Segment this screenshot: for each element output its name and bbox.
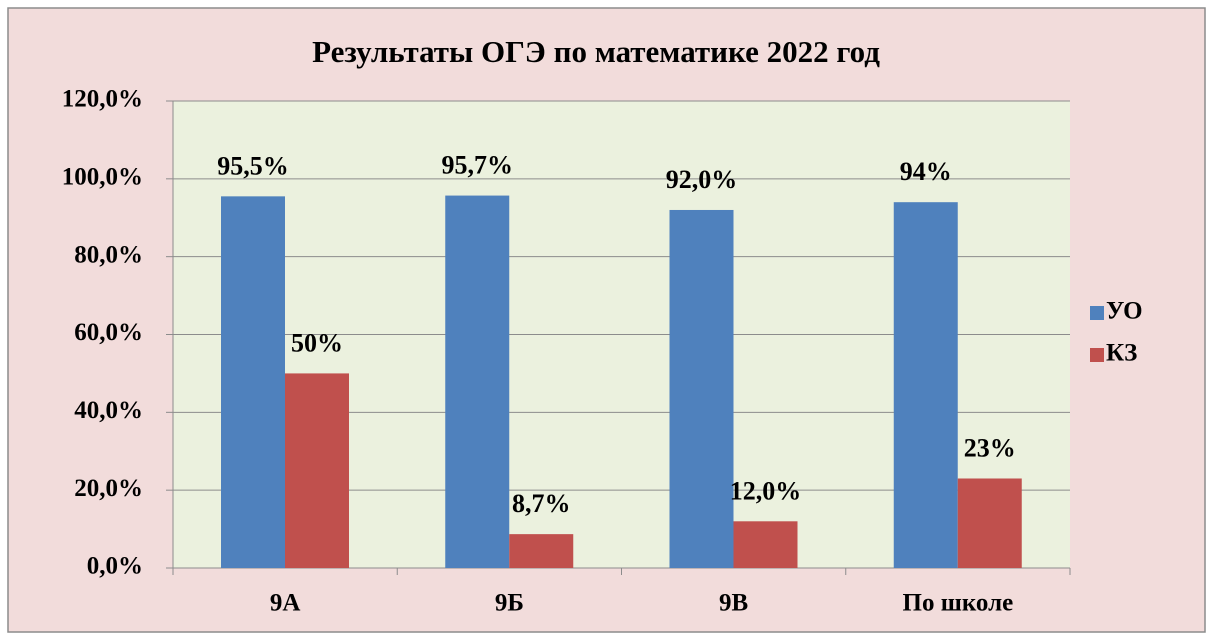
x-tick-label: По школе bbox=[903, 590, 1014, 617]
legend-swatch bbox=[1090, 348, 1104, 362]
data-label: 23% bbox=[964, 433, 1016, 462]
legend-swatch bbox=[1090, 306, 1104, 320]
chart-title: Результаты ОГЭ по математике 2022 год bbox=[312, 34, 880, 69]
bar bbox=[957, 478, 1022, 568]
bar bbox=[285, 373, 349, 568]
bar bbox=[733, 521, 798, 568]
bar bbox=[893, 202, 958, 568]
y-tick-label: 0,0% bbox=[87, 553, 143, 580]
bar bbox=[669, 209, 734, 568]
legend-label: КЗ bbox=[1106, 340, 1137, 367]
bar bbox=[445, 195, 510, 568]
y-tick-label: 120,0% bbox=[62, 86, 143, 113]
x-tick-label: 9Б bbox=[495, 590, 524, 617]
data-label: 50% bbox=[291, 328, 343, 357]
x-tick-label: 9А bbox=[270, 590, 301, 617]
y-tick-label: 40,0% bbox=[74, 397, 143, 424]
data-label: 92,0% bbox=[666, 165, 738, 194]
data-label: 94% bbox=[900, 157, 952, 186]
bar bbox=[221, 196, 285, 569]
bar bbox=[509, 534, 574, 568]
data-label: 95,7% bbox=[442, 151, 514, 180]
y-tick-label: 60,0% bbox=[74, 319, 143, 346]
data-label: 12,0% bbox=[730, 476, 802, 505]
y-tick-label: 20,0% bbox=[74, 475, 143, 502]
y-tick-label: 80,0% bbox=[74, 241, 143, 268]
data-label: 95,5% bbox=[217, 151, 289, 180]
y-tick-label: 100,0% bbox=[62, 164, 143, 191]
data-label: 8,7% bbox=[512, 489, 571, 518]
x-tick-label: 9В bbox=[719, 590, 748, 617]
legend-label: УО bbox=[1106, 298, 1143, 325]
